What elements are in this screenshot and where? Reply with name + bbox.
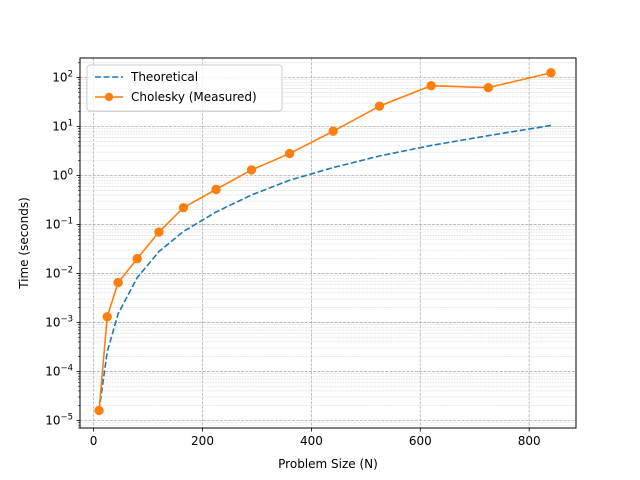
data-point [178, 202, 189, 213]
y-axis-label: Time (seconds) [17, 197, 31, 290]
x-tick-label: 200 [191, 434, 214, 448]
series-line-1 [98, 71, 552, 411]
y-tick-label: 101 [52, 118, 73, 133]
x-axis-label: Problem Size (N) [278, 457, 378, 471]
y-tick-label: 102 [52, 69, 73, 84]
data-point [113, 277, 123, 288]
data-point [246, 165, 257, 175]
legend-label-cholesky: Cholesky (Measured) [131, 90, 257, 104]
data-point [132, 254, 142, 264]
legend: Theoretical Cholesky (Measured) [86, 64, 283, 112]
data-point [154, 227, 164, 237]
grid-layer [80, 58, 576, 429]
legend-marker-cholesky [104, 92, 114, 102]
data-point [426, 80, 436, 91]
y-tick-label: 100 [52, 167, 73, 182]
tick-layer: 0 200 400 600 800 10−5 10−4 10−3 10−2 10−1 100 101 1… [45, 62, 541, 448]
y-tick-label: 10−3 [45, 314, 73, 329]
data-point [546, 68, 556, 78]
series-layer [94, 68, 556, 416]
data-point [284, 148, 295, 159]
data-point [211, 184, 221, 195]
data-point [94, 405, 104, 416]
x-tick-label: 600 [409, 434, 432, 448]
data-point [374, 101, 385, 111]
data-point [328, 126, 338, 136]
series-line-0 [98, 124, 552, 411]
y-tick-label: 10−5 [45, 412, 73, 427]
x-tick-label: 0 [90, 434, 98, 448]
y-tick-label: 10−2 [45, 265, 73, 280]
plot-frame [79, 57, 577, 429]
data-point [483, 82, 494, 93]
x-tick-label: 800 [518, 434, 541, 448]
y-tick-label: 10−1 [45, 216, 73, 231]
y-tick-label: 10−4 [45, 363, 73, 378]
data-point [102, 312, 112, 322]
legend-label-theoretical: Theoretical [130, 70, 198, 84]
legend-box [86, 64, 283, 112]
x-tick-label: 400 [300, 434, 323, 448]
